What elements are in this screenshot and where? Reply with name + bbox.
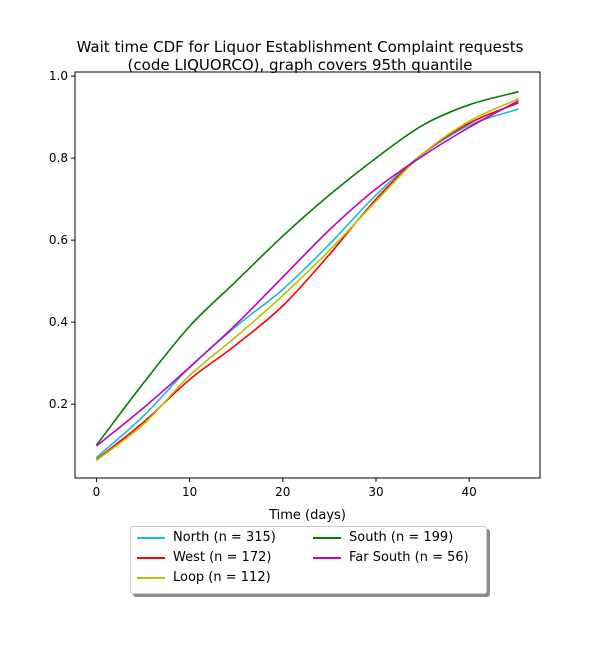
legend-swatch-south	[313, 537, 341, 539]
x-tick-label: 0	[93, 485, 101, 499]
legend-swatch-loop	[137, 577, 165, 579]
y-tick-label: 1.0	[49, 69, 68, 83]
legend-label-loop: Loop (n = 112)	[173, 570, 271, 585]
legend-label-far-south: Far South (n = 56)	[349, 550, 469, 565]
x-tick-label: 30	[368, 485, 383, 499]
series-line-west	[95, 102, 519, 461]
x-tick-label: 10	[182, 485, 197, 499]
legend-label-north: North (n = 315)	[173, 530, 276, 545]
y-tick-label: 0.6	[49, 233, 68, 247]
y-tick-label: 0.4	[49, 315, 68, 329]
legend-swatch-far-south	[313, 557, 341, 559]
legend: North (n = 315) West (n = 172) Loop (n = 1…	[130, 526, 487, 594]
legend-label-south: South (n = 199)	[349, 530, 454, 545]
series-line-far-south	[95, 100, 519, 447]
legend-swatch-west	[137, 557, 165, 559]
x-axis-label: Time (days)	[268, 508, 346, 523]
x-tick-label: 40	[462, 485, 477, 499]
x-tick-label: 20	[275, 485, 290, 499]
y-tick-label: 0.8	[49, 151, 68, 165]
chart-title-line-2: (code LIQUORCO), graph covers 95th quant…	[127, 56, 473, 74]
series-line-south	[95, 90, 519, 446]
legend-label-west: West (n = 172)	[173, 550, 272, 565]
series-line-north	[95, 108, 519, 459]
series-line-loop	[95, 97, 519, 462]
y-tick-label: 0.2	[49, 397, 68, 411]
plot-frame	[74, 71, 541, 479]
chart-title-line-1: Wait time CDF for Liquor Establishment C…	[76, 38, 524, 56]
legend-swatch-north	[137, 537, 165, 539]
